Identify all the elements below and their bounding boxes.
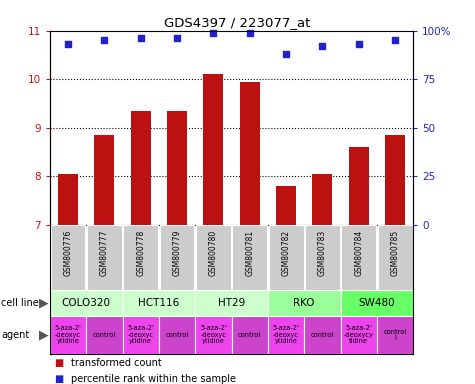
Bar — [232, 225, 267, 290]
Text: 5-aza-2'
-deoxyc
ytidine: 5-aza-2' -deoxyc ytidine — [127, 325, 154, 344]
Bar — [268, 316, 304, 354]
Bar — [203, 74, 223, 225]
Bar — [269, 225, 304, 290]
Bar — [50, 290, 123, 316]
Bar — [87, 225, 122, 290]
Text: 5-aza-2'
-deoxyc
ytidine: 5-aza-2' -deoxyc ytidine — [55, 325, 82, 344]
Text: ▶: ▶ — [39, 296, 48, 309]
Text: ▶: ▶ — [39, 328, 48, 341]
Bar — [377, 316, 413, 354]
Point — [64, 41, 72, 47]
Bar — [160, 225, 194, 290]
Bar — [123, 290, 195, 316]
Point — [319, 43, 326, 49]
Text: GDS4397 / 223077_at: GDS4397 / 223077_at — [164, 16, 311, 29]
Bar — [195, 290, 268, 316]
Bar — [385, 135, 405, 225]
Bar — [349, 147, 369, 225]
Text: GSM800781: GSM800781 — [245, 230, 254, 276]
Bar — [313, 174, 332, 225]
Bar — [276, 186, 296, 225]
Bar — [378, 225, 412, 290]
Point — [173, 35, 181, 41]
Bar — [131, 111, 151, 225]
Bar — [196, 225, 231, 290]
Text: GSM800780: GSM800780 — [209, 230, 218, 276]
Text: transformed count: transformed count — [71, 358, 162, 368]
Bar — [268, 290, 341, 316]
Bar — [123, 316, 159, 354]
Bar — [124, 225, 158, 290]
Text: HCT116: HCT116 — [138, 298, 180, 308]
Bar — [86, 316, 123, 354]
Text: GSM800785: GSM800785 — [390, 230, 399, 276]
Point — [282, 51, 290, 57]
Text: GSM800776: GSM800776 — [64, 230, 73, 276]
Bar — [341, 316, 377, 354]
Point — [101, 37, 108, 43]
Text: 5-aza-2'
-deoxyc
ytidine: 5-aza-2' -deoxyc ytidine — [200, 325, 227, 344]
Bar — [95, 135, 114, 225]
Text: HT29: HT29 — [218, 298, 245, 308]
Bar — [342, 225, 376, 290]
Bar — [305, 225, 340, 290]
Point — [246, 30, 254, 36]
Text: 5-aza-2'
-deoxycy
tidine: 5-aza-2' -deoxycy tidine — [344, 325, 374, 344]
Text: 5-aza-2'
-deoxyc
ytidine: 5-aza-2' -deoxyc ytidine — [273, 325, 300, 344]
Bar — [50, 316, 86, 354]
Text: ■: ■ — [55, 358, 64, 368]
Bar — [51, 225, 86, 290]
Text: RKO: RKO — [294, 298, 315, 308]
Text: GSM800779: GSM800779 — [172, 230, 181, 276]
Point — [391, 37, 399, 43]
Text: COLO320: COLO320 — [62, 298, 111, 308]
Text: SW480: SW480 — [359, 298, 395, 308]
Point — [209, 30, 217, 36]
Text: control: control — [311, 332, 334, 338]
Bar — [195, 316, 232, 354]
Text: ■: ■ — [55, 374, 64, 384]
Bar — [240, 82, 260, 225]
Bar — [341, 290, 413, 316]
Text: GSM800784: GSM800784 — [354, 230, 363, 276]
Text: cell line: cell line — [1, 298, 38, 308]
Bar — [58, 174, 78, 225]
Point — [355, 41, 362, 47]
Text: percentile rank within the sample: percentile rank within the sample — [71, 374, 236, 384]
Text: GSM800783: GSM800783 — [318, 230, 327, 276]
Text: control: control — [93, 332, 116, 338]
Text: control: control — [238, 332, 261, 338]
Bar — [159, 316, 195, 354]
Point — [137, 35, 144, 41]
Text: agent: agent — [1, 330, 29, 340]
Bar — [167, 111, 187, 225]
Text: GSM800777: GSM800777 — [100, 230, 109, 276]
Text: GSM800782: GSM800782 — [282, 230, 291, 276]
Text: control
l: control l — [383, 329, 407, 341]
Text: GSM800778: GSM800778 — [136, 230, 145, 276]
Bar — [304, 316, 341, 354]
Text: control: control — [165, 332, 189, 338]
Bar — [232, 316, 268, 354]
